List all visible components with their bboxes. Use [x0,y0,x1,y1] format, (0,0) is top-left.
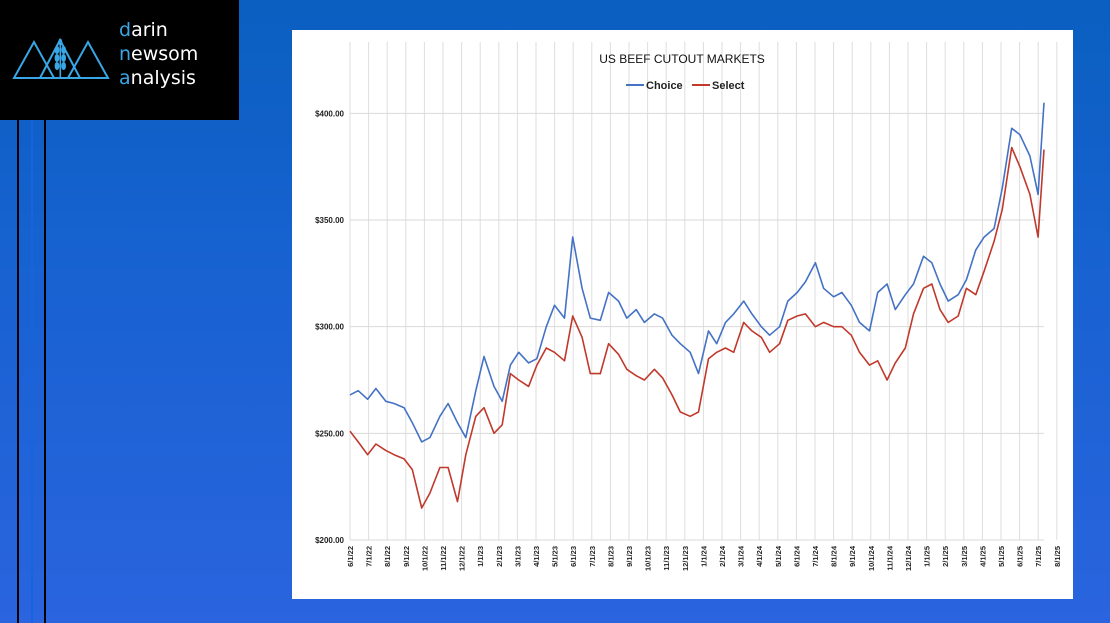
x-tick-label: 9/1/23 [625,546,634,567]
x-tick-label: 8/1/24 [830,545,839,567]
x-tick-label: 8/1/22 [383,546,392,567]
horizontal-gridlines [350,112,1044,541]
mountain-wheat-logo-icon [12,37,110,79]
chart-panel: $200.00 $250.00 $300.00 $350.00 $400.00 6/1/… [292,30,1073,599]
chart-title: US BEEF CUTOUT MARKETS [599,52,765,66]
vertical-gridlines [349,42,1058,540]
y-tick-label: $200.00 [315,536,344,545]
x-tick-label: 9/1/22 [402,546,411,567]
x-tick-label: 6/1/25 [1016,546,1025,567]
x-tick-label: 11/1/22 [439,546,448,571]
x-tick-label: 7/1/22 [365,546,374,567]
x-tick-label: 12/1/22 [458,546,467,571]
x-tick-label: 3/1/24 [737,545,746,567]
x-tick-label: 6/1/24 [792,545,801,567]
x-tick-label: 3/1/25 [960,546,969,567]
brand-wordmark: darin newsom analysis [119,18,198,90]
x-tick-label: 12/1/24 [904,545,913,571]
x-tick-label: 8/1/25 [1053,546,1062,567]
x-tick-label: 10/1/24 [867,545,876,571]
x-tick-label: 7/1/24 [811,545,820,567]
decor-line-2 [31,120,33,623]
x-tick-label: 6/1/22 [346,546,355,567]
decor-line-3 [44,120,46,623]
x-tick-label: 9/1/24 [848,545,857,567]
legend-label-choice: Choice [646,80,683,92]
y-axis-ticks: $200.00 $250.00 $300.00 $350.00 $400.00 [315,109,344,545]
y-tick-label: $350.00 [315,216,344,225]
x-tick-label: 1/1/25 [923,546,932,567]
brand-line-2: newsom [119,43,199,65]
x-tick-label: 4/1/24 [755,545,764,567]
brand-line-1: darin [119,19,168,41]
x-tick-label: 5/1/24 [774,545,783,567]
x-tick-label: 10/1/22 [420,546,429,571]
x-tick-label: 1/1/23 [476,546,485,567]
x-tick-label: 4/1/23 [532,546,541,567]
x-tick-label: 11/1/24 [885,545,894,570]
line-chart: $200.00 $250.00 $300.00 $350.00 $400.00 6/1/… [315,42,1062,571]
x-tick-label: 7/1/25 [1034,546,1043,567]
x-tick-label: 11/1/23 [662,546,671,571]
y-tick-label: $400.00 [315,109,344,118]
x-tick-label: 5/1/25 [997,546,1006,567]
decor-line-1 [17,120,19,623]
x-tick-label: 12/1/23 [681,546,690,571]
x-tick-label: 10/1/23 [644,546,653,571]
x-tick-label: 7/1/23 [588,546,597,567]
x-tick-label: 6/1/23 [569,546,578,567]
y-tick-label: $250.00 [315,429,344,438]
x-tick-label: 2/1/23 [495,546,504,567]
x-tick-label: 2/1/24 [718,545,727,567]
brand-line-3: analysis [119,67,196,89]
x-axis-ticks: 6/1/22 7/1/22 8/1/22 9/1/22 10/1/22 11/1/22 12… [346,545,1062,571]
x-tick-label: 3/1/23 [513,546,522,567]
x-tick-label: 5/1/23 [551,546,560,567]
x-tick-label: 8/1/23 [606,546,615,567]
y-tick-label: $300.00 [315,323,344,332]
brand-logo: darin newsom analysis [0,0,239,120]
legend: Choice Select [626,80,745,92]
series-line-choice [349,102,1045,443]
x-tick-label: 2/1/25 [941,546,950,567]
series-line-select [349,146,1045,509]
legend-label-select: Select [712,80,745,92]
x-tick-label: 1/1/24 [699,545,708,567]
x-tick-label: 4/1/25 [978,546,987,567]
series-lines [349,102,1045,509]
